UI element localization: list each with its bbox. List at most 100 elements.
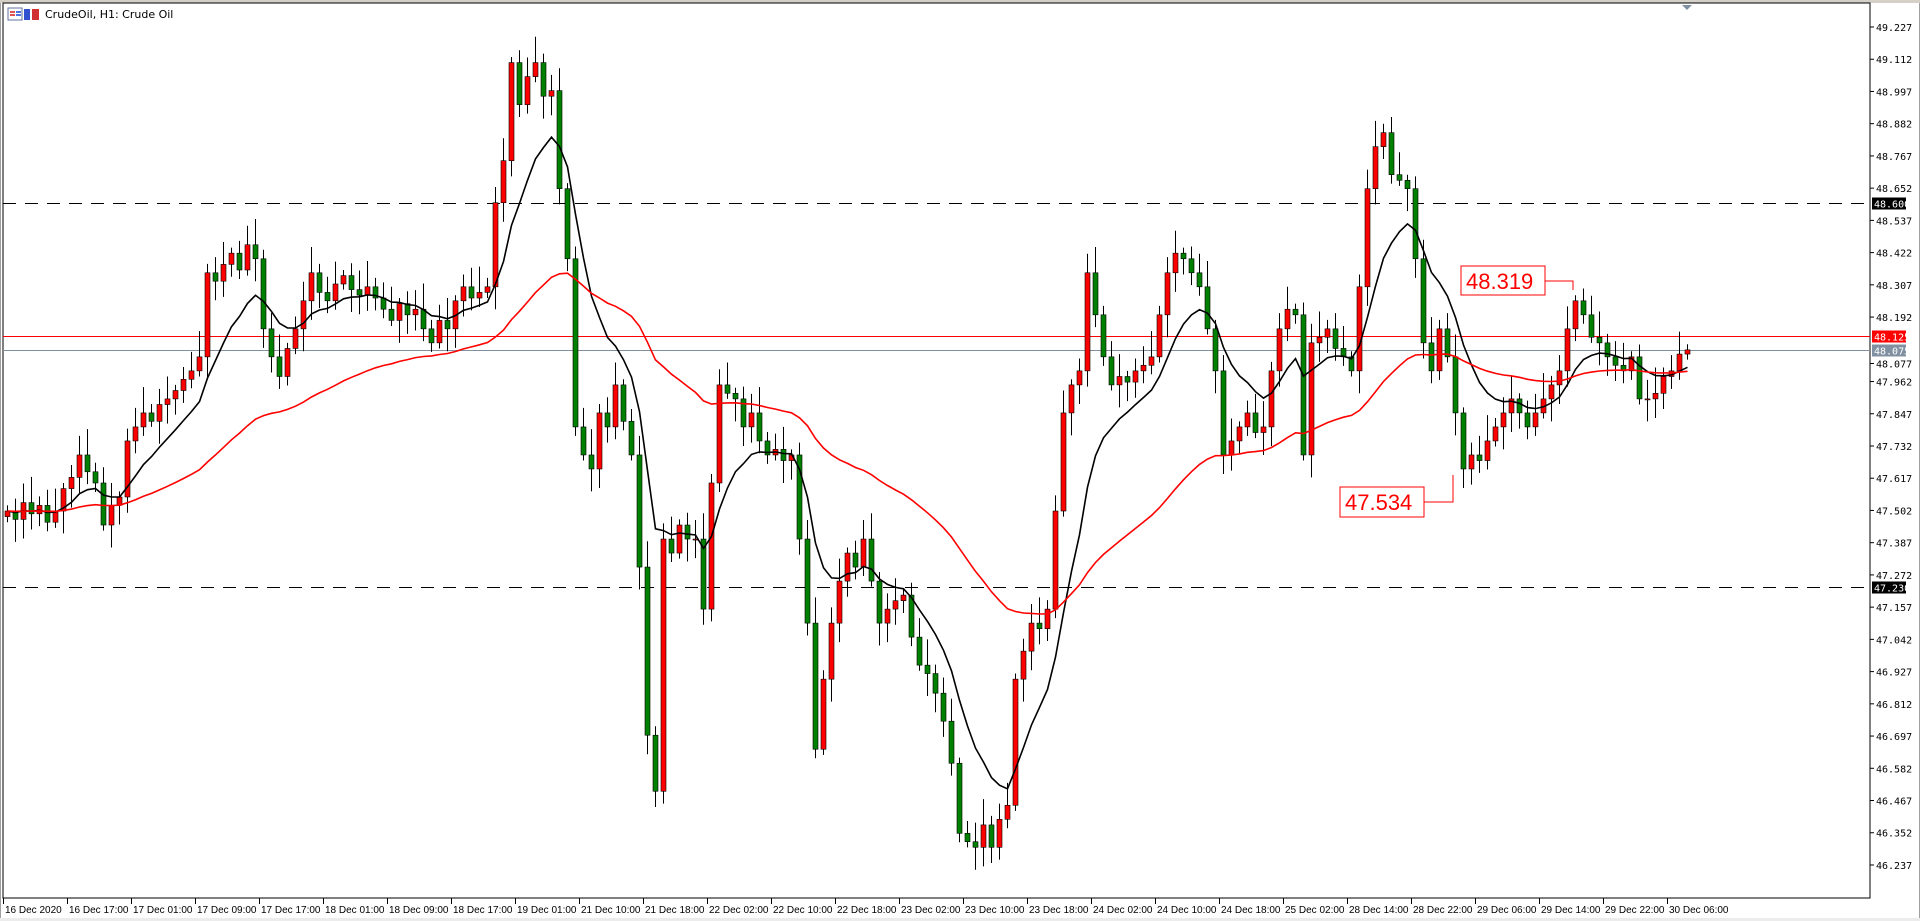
candle[interactable]: [340, 269, 347, 290]
candle[interactable]: [452, 295, 459, 348]
candle[interactable]: [1332, 313, 1339, 361]
candle[interactable]: [1052, 495, 1059, 619]
candle[interactable]: [1636, 344, 1643, 405]
candle[interactable]: [4, 505, 11, 523]
candle[interactable]: [1500, 397, 1507, 450]
candle[interactable]: [1132, 358, 1139, 398]
candle[interactable]: [1028, 604, 1035, 671]
candle[interactable]: [1196, 253, 1203, 296]
candle[interactable]: [1324, 319, 1331, 353]
candle[interactable]: [1388, 116, 1395, 184]
candle[interactable]: [780, 426, 787, 483]
candle[interactable]: [1628, 351, 1635, 380]
candle[interactable]: [1140, 346, 1147, 384]
candle[interactable]: [644, 541, 651, 755]
candle[interactable]: [796, 442, 803, 555]
candle[interactable]: [1564, 306, 1571, 387]
candle[interactable]: [468, 267, 475, 311]
candle[interactable]: [1404, 174, 1411, 212]
candle[interactable]: [412, 290, 419, 331]
candle[interactable]: [1148, 331, 1155, 375]
candle[interactable]: [1548, 375, 1555, 422]
candle[interactable]: [764, 431, 771, 464]
candle[interactable]: [196, 331, 203, 377]
candle[interactable]: [1348, 351, 1355, 377]
candle[interactable]: [1452, 334, 1459, 436]
candle[interactable]: [588, 429, 595, 492]
candle[interactable]: [1532, 393, 1539, 436]
candle[interactable]: [716, 369, 723, 492]
candle[interactable]: [988, 815, 995, 864]
candle[interactable]: [1244, 400, 1251, 436]
candle[interactable]: [1620, 342, 1627, 384]
candle[interactable]: [1428, 317, 1435, 384]
candle[interactable]: [972, 822, 979, 870]
candle[interactable]: [388, 286, 395, 327]
candle[interactable]: [1540, 373, 1547, 419]
candle[interactable]: [580, 407, 587, 461]
candle[interactable]: [476, 266, 483, 307]
candle[interactable]: [1684, 344, 1691, 360]
candle[interactable]: [1036, 597, 1043, 645]
candle[interactable]: [492, 187, 499, 310]
candle[interactable]: [564, 183, 571, 272]
candle[interactable]: [572, 246, 579, 436]
candle[interactable]: [684, 512, 691, 562]
candle[interactable]: [708, 474, 715, 622]
candle[interactable]: [612, 362, 619, 440]
candle[interactable]: [1396, 152, 1403, 186]
candle[interactable]: [1460, 407, 1467, 489]
candle[interactable]: [132, 407, 139, 454]
candle[interactable]: [908, 582, 915, 647]
candle[interactable]: [380, 282, 387, 319]
candle[interactable]: [1068, 379, 1075, 436]
candle[interactable]: [652, 726, 659, 807]
candle[interactable]: [404, 291, 411, 334]
candle[interactable]: [12, 498, 19, 542]
candle[interactable]: [1100, 305, 1107, 366]
candle[interactable]: [524, 57, 531, 114]
candle[interactable]: [1268, 361, 1275, 446]
candle[interactable]: [260, 249, 267, 348]
candle[interactable]: [1492, 417, 1499, 447]
candle[interactable]: [700, 513, 707, 625]
candle[interactable]: [540, 53, 547, 119]
candle[interactable]: [668, 516, 675, 563]
candle[interactable]: [676, 519, 683, 559]
candle[interactable]: [740, 386, 747, 446]
candle[interactable]: [28, 476, 35, 530]
candle[interactable]: [1292, 303, 1299, 324]
candle[interactable]: [660, 523, 667, 804]
candle[interactable]: [756, 387, 763, 454]
candle[interactable]: [1252, 393, 1259, 439]
candle[interactable]: [1372, 120, 1379, 205]
candle[interactable]: [1340, 326, 1347, 366]
candle[interactable]: [308, 247, 315, 320]
candle[interactable]: [1516, 393, 1523, 429]
candle[interactable]: [1364, 169, 1371, 306]
candle[interactable]: [500, 138, 507, 222]
candle[interactable]: [180, 366, 187, 403]
candle[interactable]: [220, 241, 227, 297]
candle[interactable]: [844, 547, 851, 597]
candle[interactable]: [1644, 379, 1651, 422]
candle[interactable]: [932, 664, 939, 713]
candle[interactable]: [1092, 247, 1099, 328]
candle[interactable]: [940, 677, 947, 737]
candle[interactable]: [628, 408, 635, 461]
candle[interactable]: [300, 281, 307, 352]
candle[interactable]: [276, 334, 283, 389]
candle[interactable]: [964, 820, 971, 848]
candle[interactable]: [1236, 421, 1243, 454]
candle[interactable]: [396, 298, 403, 343]
candle[interactable]: [892, 578, 899, 625]
candle[interactable]: [1076, 358, 1083, 404]
candle[interactable]: [252, 218, 259, 282]
candle[interactable]: [980, 799, 987, 867]
candle[interactable]: [900, 589, 907, 614]
candle[interactable]: [1276, 313, 1283, 387]
candle[interactable]: [1356, 274, 1363, 394]
candle[interactable]: [356, 270, 363, 315]
candle[interactable]: [724, 362, 731, 399]
